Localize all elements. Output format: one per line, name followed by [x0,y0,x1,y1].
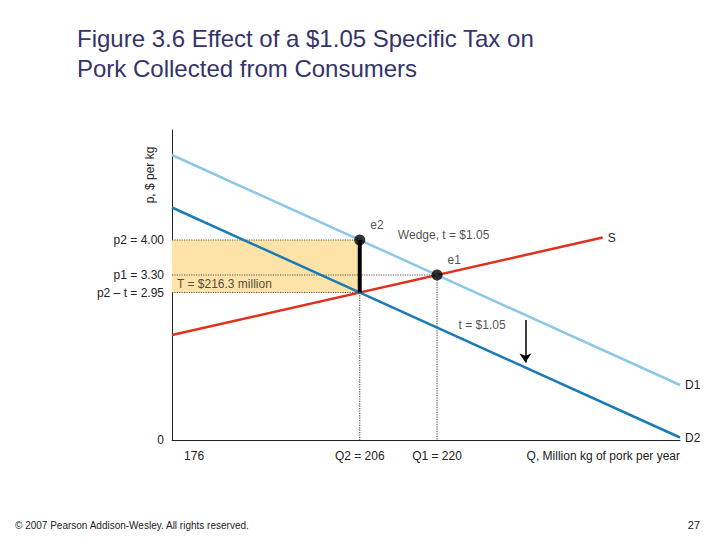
svg-text:Q1 = 220: Q1 = 220 [412,449,462,463]
svg-text:D1: D1 [685,378,701,392]
svg-text:Pork Collected from Consumers: Pork Collected from Consumers [77,55,417,82]
svg-text:176: 176 [184,449,204,463]
svg-text:Q2 = 206: Q2 = 206 [335,449,385,463]
svg-text:S: S [608,231,616,245]
svg-text:0: 0 [157,433,164,447]
svg-text:t = $1.05: t = $1.05 [459,318,506,332]
svg-text:p1 = 3.30: p1 = 3.30 [114,268,165,282]
svg-text:p2 – t = 2.95: p2 – t = 2.95 [97,286,164,300]
svg-text:27: 27 [688,519,700,531]
svg-text:e2: e2 [370,218,384,232]
svg-text:Figure 3.6 Effect of a $1.05 S: Figure 3.6 Effect of a $1.05 Specific Ta… [77,25,534,52]
svg-text:p, $ per kg: p, $ per kg [143,147,157,204]
svg-text:Q, Million kg of pork per year: Q, Million kg of pork per year [527,449,680,463]
svg-text:e1: e1 [448,253,462,267]
svg-text:D2: D2 [685,431,701,445]
svg-text:p2 = 4.00: p2 = 4.00 [114,233,165,247]
svg-text:© 2007 Pearson Addison-Wesley.: © 2007 Pearson Addison-Wesley. All right… [15,520,249,531]
svg-text:Wedge, t = $1.05: Wedge, t = $1.05 [398,228,490,242]
svg-text:T = $216.3 million: T = $216.3 million [177,277,272,291]
